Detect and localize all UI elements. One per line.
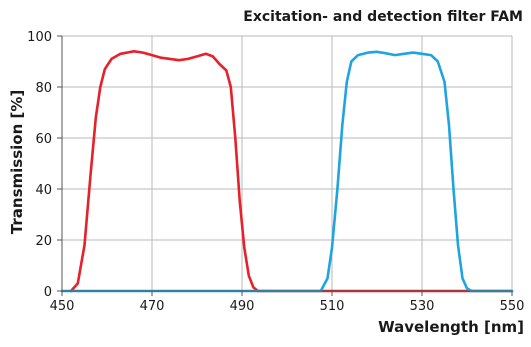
y-tick-label: 80 <box>35 81 52 96</box>
x-tick-label: 490 <box>230 299 255 314</box>
detection-filter-curve <box>60 50 514 293</box>
x-tick-label: 530 <box>410 299 435 314</box>
y-tick-label: 40 <box>35 183 52 198</box>
y-tick-label: 20 <box>35 234 52 249</box>
x-tick-label: 450 <box>50 299 75 314</box>
x-tick-label: 550 <box>500 299 525 314</box>
chart-title: Excitation- and detection filter FAM <box>243 9 523 25</box>
axes: 450 470 490 510 530 550 0 20 40 60 80 100 <box>27 30 524 314</box>
y-tick-label: 60 <box>35 132 52 147</box>
y-tick-label: 100 <box>27 30 52 45</box>
grid <box>62 35 513 291</box>
x-tick-label: 510 <box>320 299 345 314</box>
series-layer <box>60 50 514 293</box>
y-tick-label: 0 <box>44 285 52 300</box>
x-axis-title: Wavelength [nm] <box>378 318 524 336</box>
y-axis-title: Transmission [%] <box>8 90 26 234</box>
x-tick-label: 470 <box>140 299 165 314</box>
excitation-filter-curve <box>69 50 514 293</box>
